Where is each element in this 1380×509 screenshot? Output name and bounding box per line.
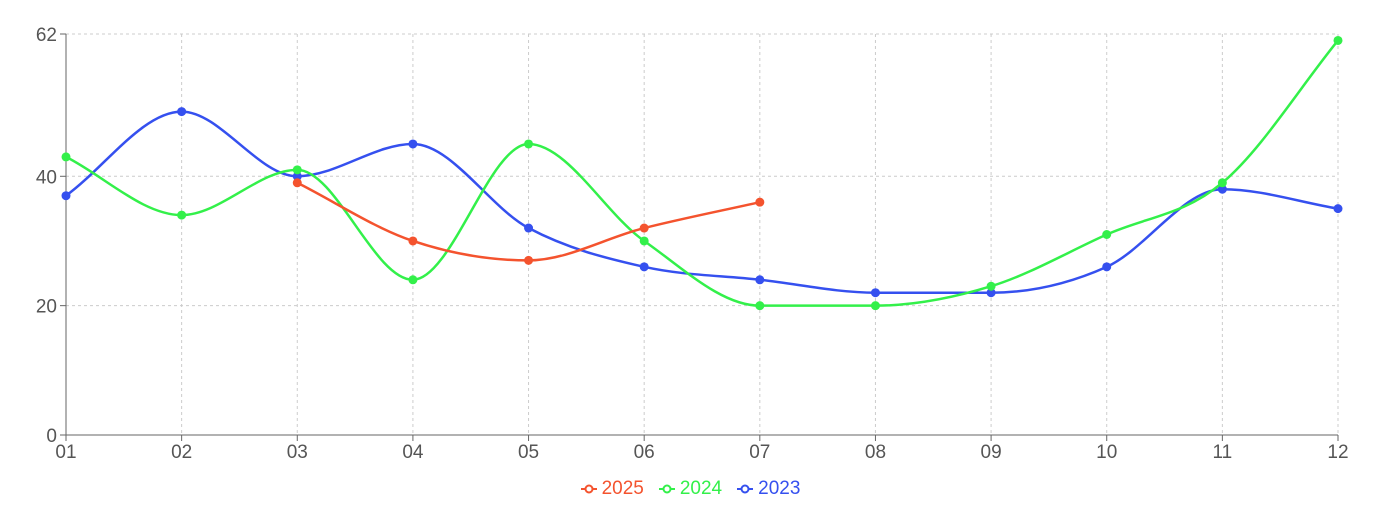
legend-item-2025[interactable]: 2025 [580, 478, 644, 500]
series-2023 [61, 107, 1343, 298]
x-tick-label: 03 [287, 442, 308, 463]
y-tick-label: 40 [36, 167, 57, 188]
y-tick-label: 20 [36, 297, 57, 318]
data-point-2024[interactable] [986, 281, 996, 291]
data-point-2023[interactable] [755, 275, 765, 285]
data-point-2023[interactable] [61, 191, 71, 201]
series-2024 [61, 35, 1343, 311]
legend-marker-icon [737, 484, 754, 494]
series-2025 [292, 178, 765, 265]
legend-item-2023[interactable]: 2023 [736, 478, 800, 500]
data-point-2024[interactable] [408, 275, 418, 285]
data-point-2025[interactable] [755, 197, 765, 207]
y-tick-label: 0 [46, 426, 57, 447]
series-line-2024 [65, 39, 1339, 307]
x-tick-label: 02 [171, 442, 192, 463]
chart-legend: 2025 2024 2023 [0, 476, 1380, 502]
data-point-2023[interactable] [1102, 262, 1112, 272]
data-point-2025[interactable] [408, 236, 418, 246]
legend-label-2025: 2025 [601, 478, 644, 499]
data-point-2024[interactable] [524, 139, 534, 149]
x-tick-label: 08 [865, 442, 886, 463]
x-tick-label: 12 [1327, 442, 1348, 463]
data-point-2023[interactable] [408, 139, 418, 149]
x-tick-label: 11 [1212, 442, 1232, 463]
line-chart: 0 20 40 62 01 02 03 04 05 06 07 08 09 10 11 12 [36, 25, 1349, 463]
data-point-2023[interactable] [986, 288, 996, 298]
y-tick-label: 62 [36, 25, 57, 46]
data-point-2025[interactable] [639, 223, 649, 233]
x-tick-label: 06 [634, 442, 655, 463]
data-point-2024[interactable] [755, 301, 765, 311]
data-point-2024[interactable] [870, 301, 880, 311]
data-point-2024[interactable] [1102, 230, 1112, 239]
legend-marker-icon [658, 484, 675, 494]
data-point-2023[interactable] [1217, 184, 1227, 194]
data-point-2024[interactable] [61, 152, 71, 162]
x-tick-label: 09 [981, 442, 1002, 463]
x-tick-label: 07 [749, 442, 770, 463]
data-point-2024[interactable] [639, 236, 649, 246]
data-point-2023[interactable] [292, 171, 302, 181]
data-point-2025[interactable] [524, 255, 534, 265]
data-point-2024[interactable] [292, 165, 302, 175]
x-tick-label: 01 [55, 442, 76, 463]
legend-item-2024[interactable]: 2024 [658, 478, 722, 500]
data-point-2023[interactable] [1333, 204, 1343, 214]
x-tick-label: 10 [1096, 442, 1117, 463]
data-point-2024[interactable] [1333, 35, 1343, 45]
grid [66, 33, 1339, 435]
data-point-2023[interactable] [524, 223, 534, 233]
x-tick-label: 05 [518, 442, 539, 463]
data-point-2023[interactable] [639, 262, 649, 272]
data-point-2024[interactable] [177, 210, 187, 220]
data-point-2025[interactable] [292, 178, 302, 188]
x-tick-label: 04 [402, 442, 424, 463]
data-point-2023[interactable] [177, 107, 187, 117]
data-point-2024[interactable] [1217, 178, 1227, 188]
series-line-2023 [65, 110, 1339, 294]
data-point-2023[interactable] [870, 288, 880, 298]
legend-label-2024: 2024 [679, 478, 723, 499]
legend-label-2023: 2023 [758, 478, 801, 499]
legend-marker-icon [580, 484, 597, 494]
